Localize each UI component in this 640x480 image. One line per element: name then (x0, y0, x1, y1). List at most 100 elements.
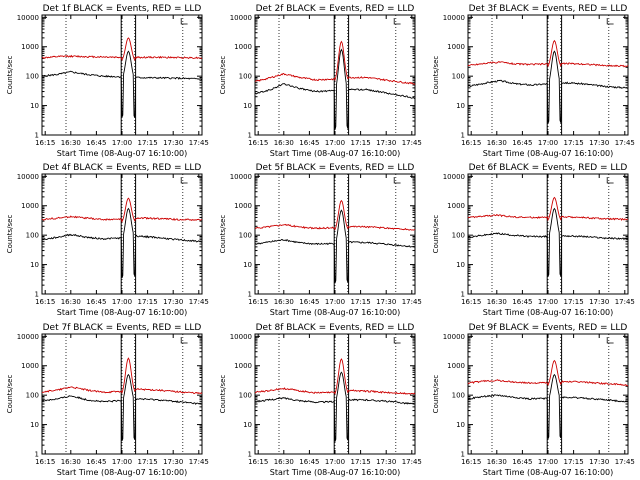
y-tick-label: 100 (452, 73, 465, 81)
x-tick-label: 16:30 (61, 139, 81, 147)
x-tick-label: 17:45 (402, 298, 422, 306)
x-tick-label: 16:30 (487, 139, 507, 147)
x-tick-label: 17:30 (589, 139, 609, 147)
series-events-line (41, 207, 203, 279)
x-tick-label: 16:45 (299, 298, 319, 306)
series-events-line (254, 371, 416, 442)
series-lld-line (254, 199, 415, 231)
y-tick-label: 1000 (234, 362, 252, 370)
y-tick-label: 10 (30, 421, 39, 429)
series-events-line (254, 209, 416, 284)
y-tick-label: 10000 (17, 333, 39, 341)
x-tick-label: 17:15 (564, 139, 584, 147)
series-lld-line (467, 196, 629, 222)
x-tick-label: 17:45 (189, 139, 209, 147)
x-tick-label: 16:15 (248, 458, 268, 466)
corner-marker (180, 18, 188, 25)
x-tick-label: 17:00 (112, 458, 132, 466)
x-tick-label: 16:30 (274, 298, 294, 306)
corner-marker (393, 337, 401, 344)
y-tick-label: 10 (30, 261, 39, 269)
x-tick-label: 17:45 (615, 458, 635, 466)
x-tick-label: 17:45 (189, 458, 209, 466)
subplot-9: Det 9f BLACK = Events, RED = LLD 16:15 16:… (432, 323, 635, 477)
x-axis-label: Start Time (08-Aug-07 16:10:00) (57, 468, 188, 477)
y-tick-label: 10 (456, 261, 465, 269)
x-tick-label: 16:45 (86, 458, 106, 466)
y-tick-label: 10000 (230, 173, 252, 181)
x-tick-label: 16:45 (299, 139, 319, 147)
x-tick-label: 16:30 (487, 458, 507, 466)
series-lld-line (41, 357, 203, 395)
x-tick-label: 17:30 (589, 298, 609, 306)
x-tick-label: 17:30 (376, 298, 396, 306)
x-tick-label: 17:45 (402, 139, 422, 147)
y-tick-label: 100 (26, 73, 39, 81)
x-axis-label: Start Time (08-Aug-07 16:10:00) (270, 308, 401, 317)
y-tick-label: 1 (461, 132, 465, 140)
subplot-2: Det 2f BLACK = Events, RED = LLD 16:15 16:… (219, 4, 422, 158)
x-tick-label: 17:15 (138, 458, 158, 466)
x-tick-label: 16:15 (461, 458, 481, 466)
subplot-6: Det 6f BLACK = Events, RED = LLD 16:15 16:… (432, 163, 635, 317)
subplot-title: Det 1f BLACK = Events, RED = LLD (43, 4, 202, 14)
corner-marker (606, 337, 614, 344)
y-tick-label: 1 (35, 451, 39, 459)
subplot-title: Det 8f BLACK = Events, RED = LLD (256, 323, 415, 333)
y-axis-label: Counts/sec (6, 215, 14, 254)
y-tick-label: 10 (243, 421, 252, 429)
y-tick-label: 1000 (234, 43, 252, 51)
x-tick-label: 17:30 (163, 458, 183, 466)
y-tick-label: 100 (26, 232, 39, 240)
x-tick-label: 17:45 (189, 298, 209, 306)
x-axis-label: Start Time (08-Aug-07 16:10:00) (270, 149, 401, 158)
x-tick-label: 17:00 (538, 458, 558, 466)
series-events-line (41, 50, 203, 118)
x-tick-label: 17:15 (138, 298, 158, 306)
x-tick-label: 16:45 (512, 139, 532, 147)
corner-marker (606, 177, 614, 184)
subplot-4: Det 4f BLACK = Events, RED = LLD 16:15 16:… (6, 163, 209, 317)
x-tick-label: 17:00 (325, 458, 345, 466)
series-lld-line (254, 358, 416, 395)
y-tick-label: 1 (248, 132, 252, 140)
subplot-1: Det 1f BLACK = Events, RED = LLD 16:15 16:… (6, 4, 209, 158)
corner-marker (606, 18, 614, 25)
subplot-title: Det 5f BLACK = Events, RED = LLD (256, 163, 415, 173)
x-tick-label: 17:15 (351, 298, 371, 306)
x-tick-label: 16:30 (274, 458, 294, 466)
y-tick-label: 100 (452, 392, 465, 400)
series-events-line (254, 48, 416, 130)
y-tick-label: 10000 (17, 14, 39, 22)
y-tick-label: 1000 (21, 43, 39, 51)
y-tick-label: 1 (248, 291, 252, 299)
series-events-line (467, 207, 629, 277)
x-tick-label: 17:15 (351, 458, 371, 466)
subplot-8: Det 8f BLACK = Events, RED = LLD 16:15 16:… (219, 323, 422, 477)
x-tick-label: 17:00 (112, 298, 132, 306)
subplot-title: Det 9f BLACK = Events, RED = LLD (469, 323, 628, 333)
series-lld-line (467, 39, 629, 68)
x-tick-label: 16:45 (299, 458, 319, 466)
x-tick-label: 16:30 (61, 298, 81, 306)
series-events-line (41, 373, 203, 442)
y-axis-label: Counts/sec (432, 215, 440, 254)
y-tick-label: 10000 (230, 14, 252, 22)
x-axis-label: Start Time (08-Aug-07 16:10:00) (483, 468, 614, 477)
y-axis-label: Counts/sec (432, 56, 440, 95)
y-tick-label: 100 (452, 232, 465, 240)
y-tick-label: 1000 (447, 43, 465, 51)
corner-marker (180, 337, 188, 344)
series-lld-line (467, 359, 629, 387)
x-tick-label: 16:15 (35, 139, 55, 147)
x-tick-label: 16:15 (461, 298, 481, 306)
subplot-title: Det 2f BLACK = Events, RED = LLD (256, 4, 415, 14)
x-tick-label: 16:45 (86, 298, 106, 306)
y-tick-label: 10000 (17, 173, 39, 181)
subplot-title: Det 4f BLACK = Events, RED = LLD (43, 163, 202, 173)
x-tick-label: 17:00 (538, 298, 558, 306)
y-tick-label: 1 (248, 451, 252, 459)
x-tick-label: 16:45 (86, 139, 106, 147)
x-tick-label: 17:30 (376, 458, 396, 466)
subplot-title: Det 6f BLACK = Events, RED = LLD (469, 163, 628, 173)
